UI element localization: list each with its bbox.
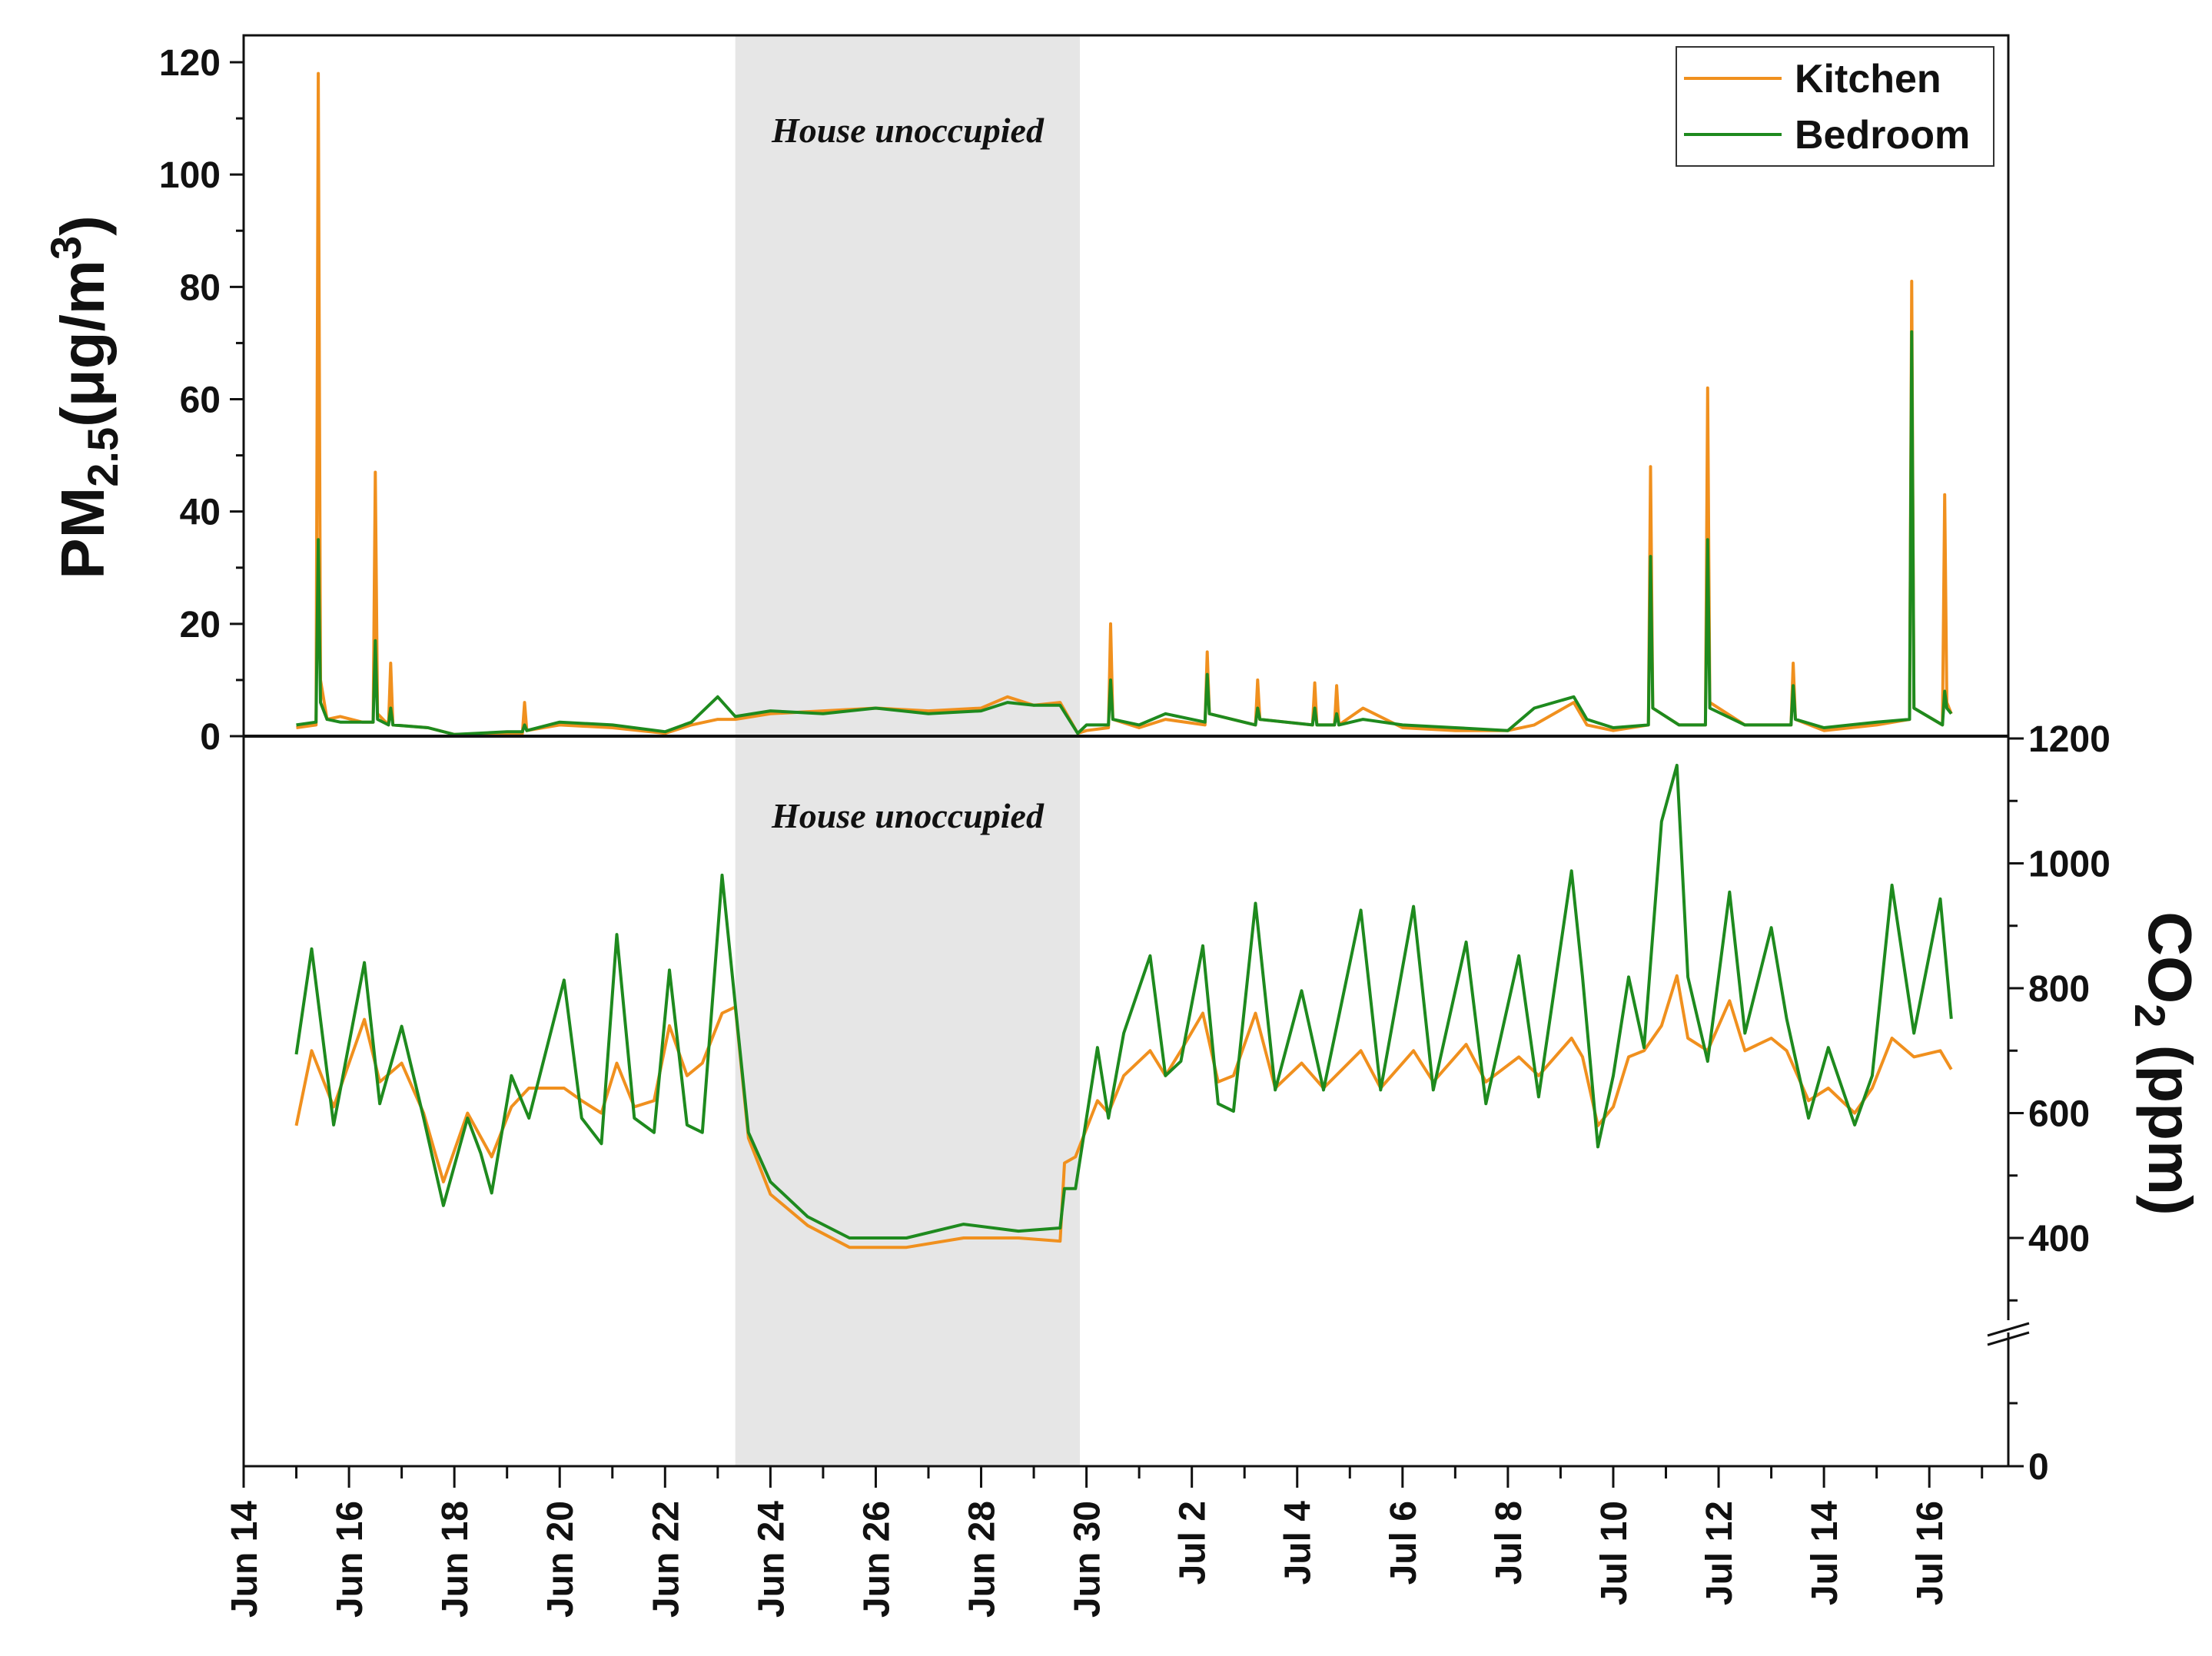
y-tick-label-co2: 400 (2028, 1219, 2090, 1259)
axis-break-mark (1987, 1322, 2030, 1337)
x-tick-label: Jun 24 (751, 1501, 792, 1618)
x-tick-label: Jun 30 (1068, 1501, 1108, 1618)
x-tick-label: Jul 14 (1805, 1501, 1845, 1605)
y-tick-label-pm25: 100 (159, 155, 221, 196)
y-tick-label-co2: 0 (2028, 1447, 2049, 1488)
x-tick-label: Jul 10 (1594, 1501, 1635, 1605)
y-tick-label-co2: 600 (2028, 1094, 2090, 1135)
y-axis-label-co2: CO2 (ppm) (2126, 911, 2204, 1216)
pm25-line-kitchen (296, 71, 1953, 736)
axis-break-gap (2005, 1320, 2011, 1332)
pm25-line-bedroom (296, 330, 1953, 736)
annotation-co2: House unoccupied (771, 796, 1045, 835)
x-tick-label: Jul 6 (1383, 1501, 1424, 1585)
y-axis-label-pm25: PM2.5(μg/m3) (42, 215, 127, 579)
y-tick-label-pm25: 60 (180, 380, 221, 421)
legend-label-bedroom: Bedroom (1795, 113, 1970, 158)
x-tick-label: Jun 22 (646, 1501, 686, 1618)
y-tick-label-pm25: 120 (159, 43, 221, 84)
y-tick-label-co2: 1200 (2028, 719, 2111, 760)
x-tick-label: Jun 20 (540, 1501, 581, 1618)
co2-line-kitchen (294, 974, 1953, 1249)
x-tick-label: Jul 16 (1910, 1501, 1951, 1605)
y-tick-label-pm25: 0 (200, 717, 221, 758)
x-tick-label: Jun 26 (856, 1501, 897, 1618)
plot-frame (242, 34, 2010, 1468)
x-tick-label: Jun 14 (224, 1501, 265, 1618)
x-tick-label: Jul 4 (1278, 1501, 1319, 1585)
annotation-pm25: House unoccupied (771, 111, 1045, 150)
x-tick-label: Jul 2 (1173, 1501, 1214, 1585)
x-tick-label: Jun 16 (330, 1501, 370, 1618)
axis-break-mark (1987, 1331, 2030, 1346)
y-tick-label-pm25: 20 (180, 605, 221, 645)
x-tick-label: Jul 12 (1699, 1501, 1740, 1605)
x-tick-label: Jun 18 (435, 1501, 476, 1618)
legend-label-kitchen: Kitchen (1795, 57, 1941, 101)
y-tick-label-co2: 1000 (2028, 845, 2111, 885)
legend: Kitchen Bedroom (1676, 46, 1994, 167)
y-tick-label-co2: 800 (2028, 969, 2090, 1010)
shaded-unoccupied-region (735, 35, 1081, 1466)
x-tick-label: Jul 8 (1489, 1501, 1529, 1585)
y-tick-label-pm25: 80 (180, 267, 221, 308)
co2-line-bedroom (294, 763, 1953, 1240)
x-tick-label: Jun 28 (962, 1501, 1003, 1618)
series-layer (294, 71, 1953, 1249)
y-tick-label-pm25: 40 (180, 493, 221, 533)
